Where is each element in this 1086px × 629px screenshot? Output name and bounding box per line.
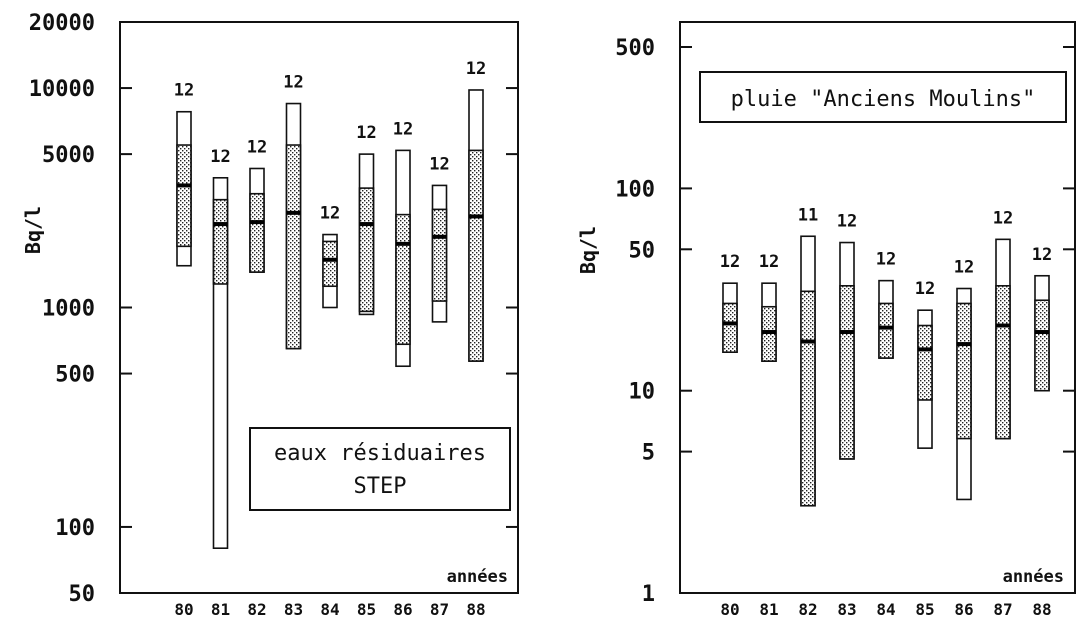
- annotation-box: [249, 427, 511, 511]
- sample-count-label: 12: [429, 154, 449, 174]
- sample-count-label: 12: [954, 258, 974, 278]
- x-category-label: 85: [357, 600, 376, 619]
- sample-count-label: 12: [393, 119, 413, 139]
- interquartile-box: [358, 187, 375, 313]
- x-category-label: 82: [798, 600, 817, 619]
- x-category-label: 88: [1032, 600, 1051, 619]
- sample-count-label: 12: [174, 81, 194, 101]
- interquartile-box: [212, 198, 229, 285]
- y-tick-label: 500: [55, 363, 95, 388]
- sample-count-label: 12: [993, 208, 1013, 228]
- y-tick-label: 20000: [29, 11, 95, 36]
- interquartile-box: [395, 213, 411, 346]
- interquartile-box: [722, 302, 738, 353]
- x-category-label: 85: [915, 600, 934, 619]
- y-axis-label: Bq/l: [21, 206, 45, 254]
- interquartile-box: [322, 240, 338, 288]
- x-category-label: 86: [954, 600, 973, 619]
- sample-count-label: 12: [356, 123, 376, 143]
- sample-count-label: 12: [1032, 245, 1052, 265]
- annotation-box: [699, 71, 1067, 123]
- x-category-label: 87: [993, 600, 1012, 619]
- interquartile-box: [995, 285, 1011, 440]
- y-tick-label: 50: [629, 238, 656, 263]
- x-category-label: 81: [211, 600, 230, 619]
- annotation-text: STEP: [354, 474, 407, 499]
- chart-right-rain-anciens-moulins: 1 5 10 50 100 500 Bq/l années 12 80 12 81 11 82 12 83 12…: [576, 21, 1076, 619]
- x-category-label: 81: [759, 600, 778, 619]
- interquartile-box: [956, 302, 972, 440]
- x-category-label: 86: [393, 600, 412, 619]
- y-tick-label: 1000: [42, 297, 95, 322]
- interquartile-box: [839, 285, 855, 460]
- x-category-label: 83: [284, 600, 303, 619]
- y-tick-label: 5: [642, 441, 655, 466]
- y-tick-label: 10000: [29, 77, 95, 102]
- y-axis-label: Bq/l: [576, 226, 600, 274]
- sample-count-label: 11: [798, 205, 818, 225]
- interquartile-box: [917, 324, 933, 401]
- plot-frame: [679, 21, 1076, 594]
- x-category-label: 88: [466, 600, 485, 619]
- y-tick-label: 500: [615, 36, 655, 61]
- sample-count-label: 12: [466, 59, 486, 79]
- y-tick-label: 1: [642, 582, 655, 607]
- interquartile-box: [878, 302, 894, 359]
- x-category-label: 87: [430, 600, 449, 619]
- sample-count-label: 12: [837, 212, 857, 232]
- sample-count-label: 12: [720, 252, 740, 272]
- x-category-label: 83: [837, 600, 856, 619]
- y-tick-label: 100: [615, 177, 655, 202]
- y-tick-label: 50: [69, 582, 96, 607]
- x-category-label: 80: [174, 600, 193, 619]
- interquartile-box: [285, 144, 302, 350]
- interquartile-box: [431, 208, 448, 302]
- interquartile-box: [800, 290, 816, 507]
- sample-count-label: 12: [283, 73, 303, 93]
- sample-count-label: 12: [876, 250, 896, 270]
- x-category-label: 82: [247, 600, 266, 619]
- sample-count-label: 12: [759, 252, 779, 272]
- sample-count-label: 12: [210, 147, 230, 167]
- sample-count-label: 12: [320, 204, 340, 224]
- x-axis-label: années: [1003, 567, 1064, 587]
- interquartile-box: [249, 192, 265, 273]
- x-category-label: 84: [876, 600, 895, 619]
- x-category-label: 80: [720, 600, 739, 619]
- y-tick-label: 100: [55, 516, 95, 541]
- annotation-text: eaux résiduaires: [274, 441, 486, 466]
- interquartile-box: [176, 144, 192, 248]
- sample-count-label: 12: [915, 279, 935, 299]
- y-tick-label: 10: [629, 380, 656, 405]
- interquartile-box: [1034, 299, 1050, 392]
- interquartile-box: [468, 149, 484, 362]
- annotation-text: pluie "Anciens Moulins": [731, 87, 1036, 112]
- x-axis-label: années: [447, 567, 508, 587]
- chart-left-step-wastewater: 50 100 500 1000 5000 10000 20000 Bq/l années 12 80…: [21, 11, 519, 619]
- sample-count-label: 12: [247, 137, 267, 157]
- y-tick-label: 5000: [42, 143, 95, 168]
- x-category-label: 84: [320, 600, 339, 619]
